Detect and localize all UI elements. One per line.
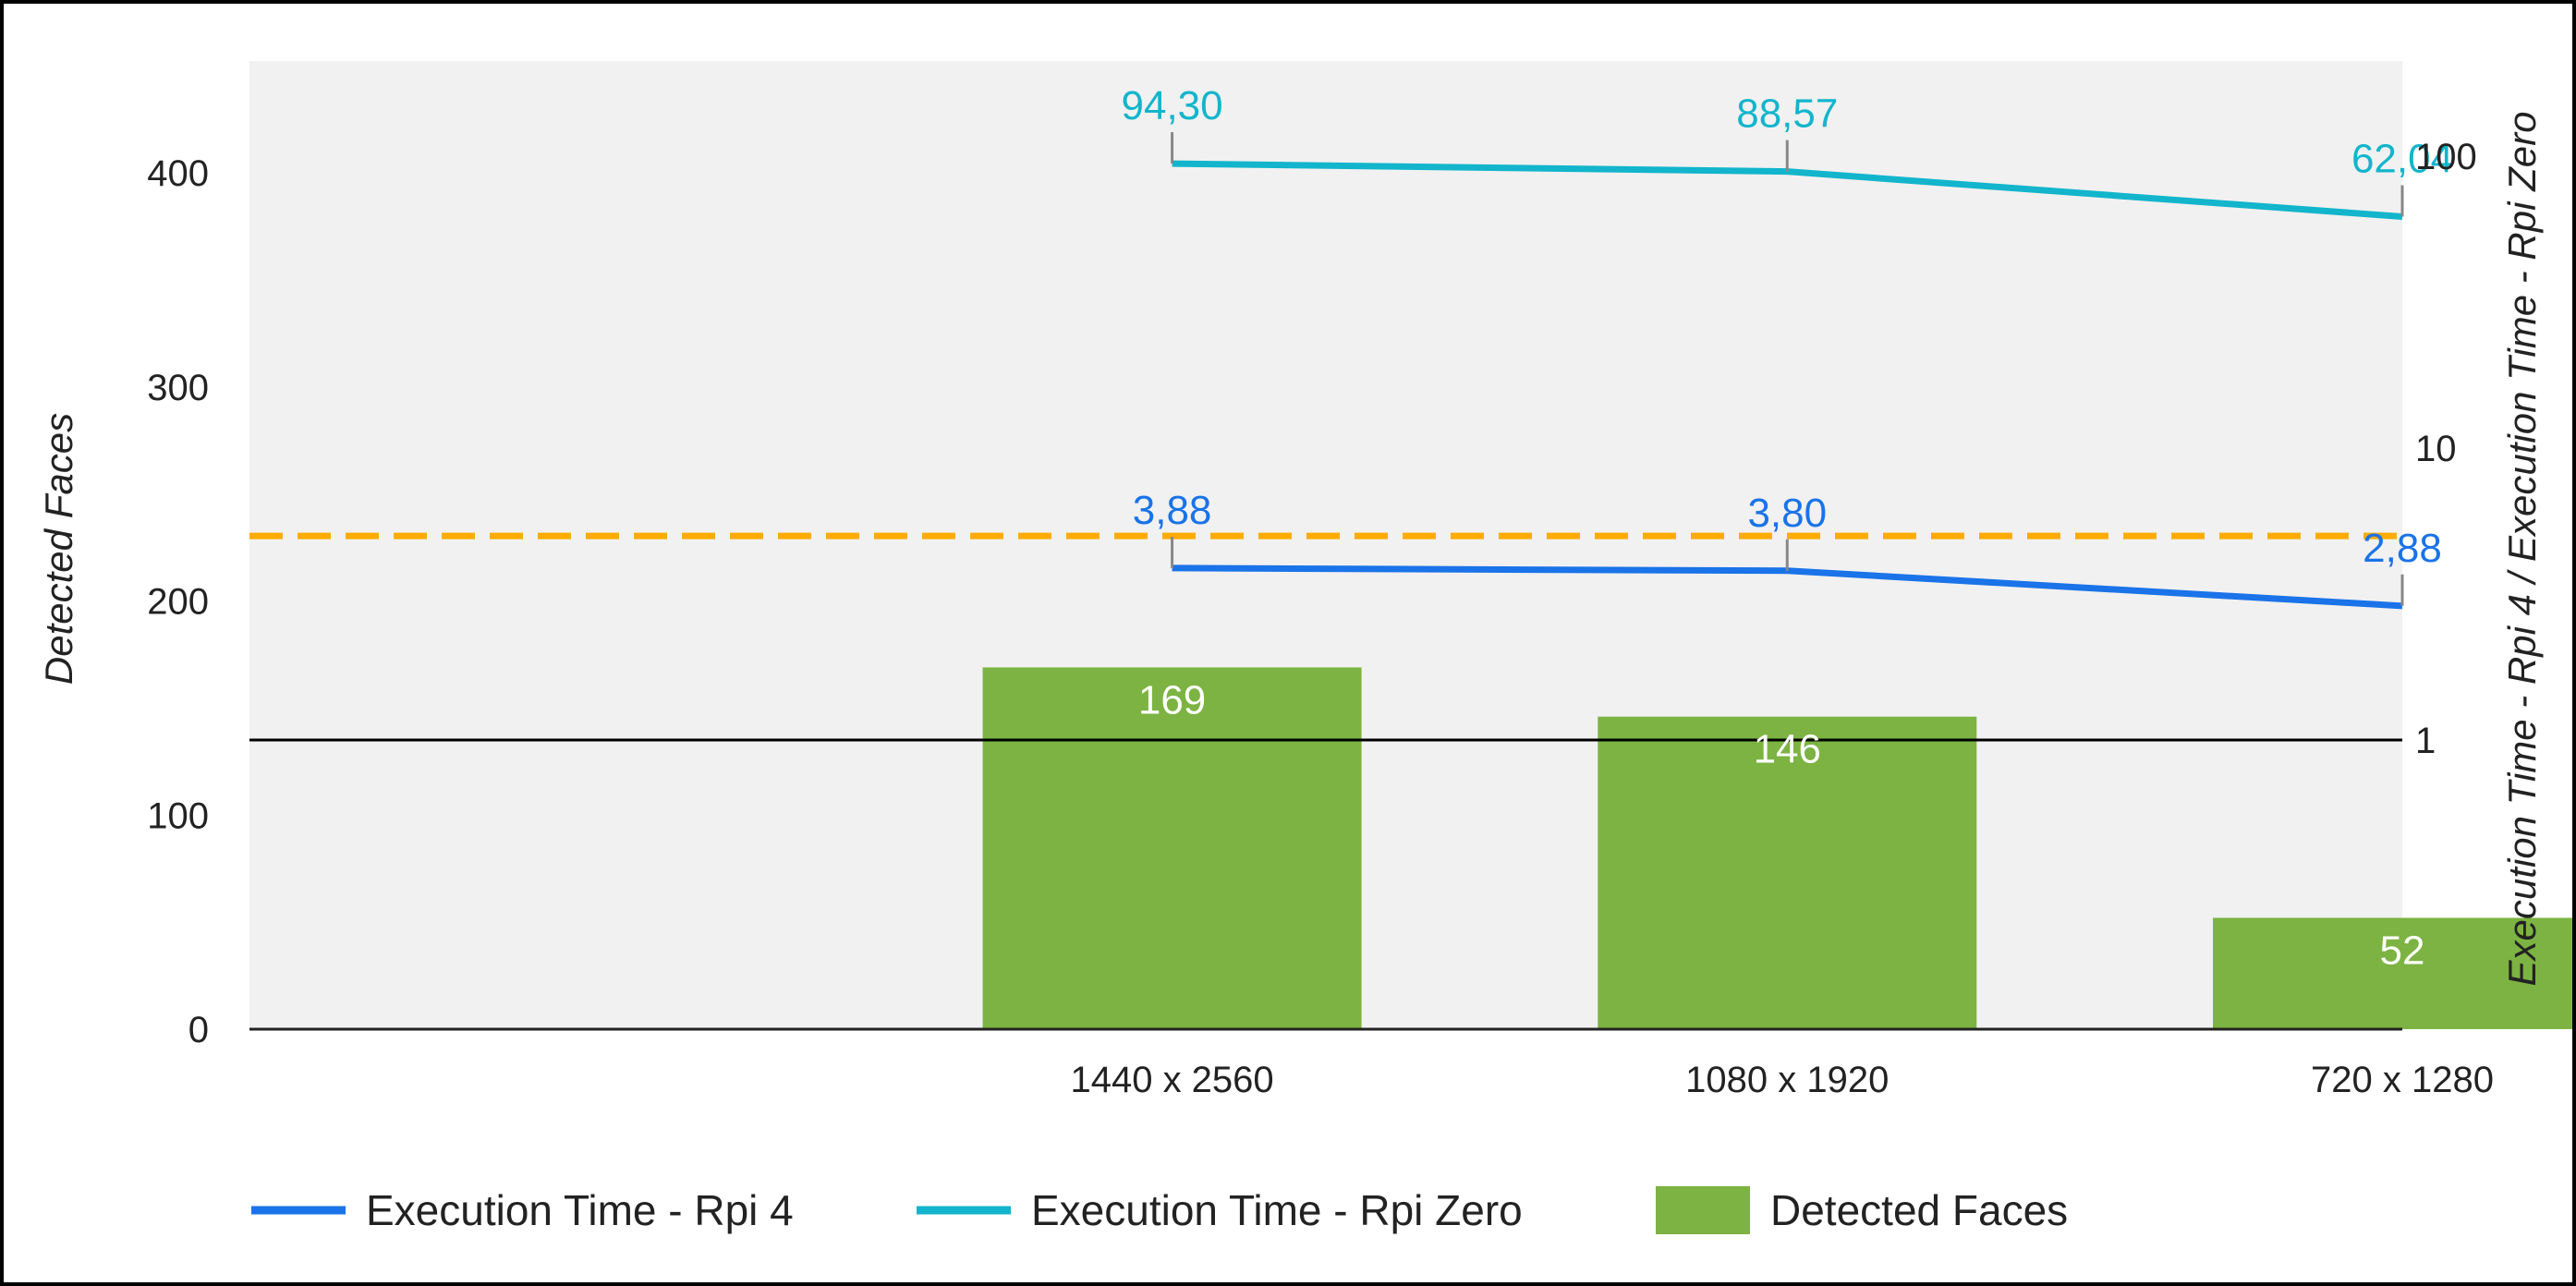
left-tick-label: 300 — [147, 368, 209, 408]
right-tick-label: 1 — [2415, 721, 2436, 761]
x-tick-label: 720 x 1280 — [2311, 1060, 2494, 1100]
legend: Execution Time - Rpi 4 Execution Time - R… — [251, 1186, 2068, 1234]
line-value-label: 88,57 — [1736, 91, 1838, 137]
legend-label: Execution Time - Rpi Zero — [1031, 1186, 1523, 1234]
bar — [2213, 917, 2572, 1029]
line-series — [1171, 132, 2404, 610]
x-tick-label: 1080 x 1920 — [1685, 1060, 1889, 1100]
bar — [1598, 716, 1977, 1029]
bar-value-label: 52 — [2380, 928, 2425, 974]
right-axis-ticks: 1 10 100 — [2415, 137, 2477, 761]
left-tick-label: 400 — [147, 153, 209, 194]
legend-label: Detected Faces — [1770, 1186, 2068, 1234]
right-axis-title: Execution Time - Rpi 4 / Execution Time … — [2500, 112, 2544, 987]
left-tick-label: 200 — [147, 582, 209, 623]
line-value-label: 94,30 — [1122, 83, 1223, 128]
left-axis-ticks: 0 100 200 300 400 — [147, 153, 209, 1050]
line-value-label: 3,80 — [1747, 491, 1827, 536]
x-axis-ticks: 1440 x 2560 1080 x 1920 720 x 1280 — [1070, 1060, 2494, 1100]
bar-series-detected-faces — [982, 667, 2572, 1029]
reference-lines — [249, 532, 2402, 742]
bar-value-label: 169 — [1138, 677, 1206, 722]
bar-value-label: 146 — [1754, 727, 1821, 772]
right-tick-label: 10 — [2415, 429, 2457, 469]
right-tick-label: 100 — [2415, 137, 2477, 177]
x-tick-label: 1440 x 2560 — [1070, 1060, 1273, 1100]
left-tick-label: 0 — [188, 1010, 209, 1050]
legend-swatch — [1656, 1186, 1750, 1234]
left-tick-label: 100 — [147, 795, 209, 836]
legend-label: Execution Time - Rpi 4 — [366, 1186, 794, 1234]
line-value-label: 62,04 — [2351, 137, 2453, 182]
left-axis-title: Detected Faces — [37, 413, 80, 685]
line-value-label: 3,88 — [1133, 488, 1212, 533]
data-labels: 169 146 52 3,88 3,80 2,88 94,30 88,57 62,04 — [1122, 83, 2454, 973]
line-value-label: 2,88 — [2363, 526, 2442, 571]
bar — [982, 667, 1362, 1029]
